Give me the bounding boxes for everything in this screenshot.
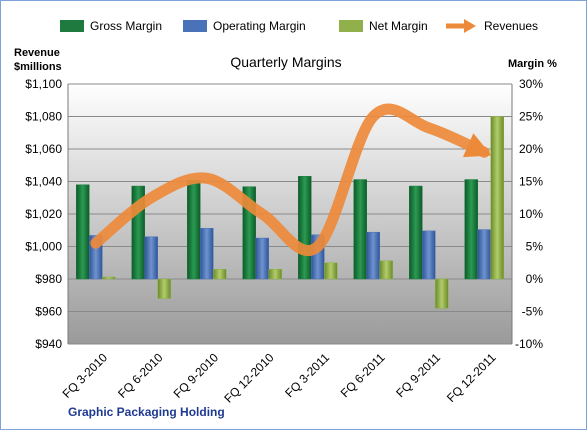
left-tick-label: $1,060 (25, 142, 62, 156)
left-axis-label-line1: Revenue (14, 47, 60, 59)
net-margin-bar (102, 276, 116, 280)
left-axis-ticks: $1,100 $1,080 $1,060 $1,040 $1,020 $1,000 $980… (25, 77, 62, 351)
legend-swatch-revenues (446, 19, 476, 33)
right-tick-label: 25% (519, 110, 543, 124)
gross-margin-bar (298, 176, 312, 280)
net-margin-bar (268, 269, 282, 280)
net-margin-bar (490, 116, 504, 280)
legend-swatch-net-margin (339, 20, 363, 32)
gross-margin-bar (353, 179, 367, 280)
left-tick-label: $1,040 (25, 175, 62, 189)
right-tick-label: 10% (519, 207, 543, 221)
legend-label-net-margin: Net Margin (369, 19, 428, 33)
legend-label-gross-margin: Gross Margin (90, 19, 162, 33)
gross-margin-bar (187, 179, 201, 280)
chart-title: Quarterly Margins (230, 54, 341, 70)
left-tick-label: $940 (35, 337, 62, 351)
legend-swatch-operating-margin (183, 20, 207, 32)
left-tick-label: $960 (35, 305, 62, 319)
gross-margin-bar (464, 179, 478, 280)
right-tick-label: 15% (519, 175, 543, 189)
operating-margin-bar (422, 230, 436, 280)
left-axis-label-line2: $millions (14, 61, 62, 73)
legend-swatch-gross-margin (60, 20, 84, 32)
right-tick-label: 0% (526, 272, 544, 286)
operating-margin-bar (477, 229, 491, 280)
right-axis-label: Margin % (508, 58, 557, 70)
revenue-arrowhead (462, 133, 492, 158)
revenue-line (90, 103, 490, 256)
company-name: Graphic Packaging Holding (68, 405, 225, 419)
right-tick-label: -10% (515, 337, 543, 351)
right-tick-label: 20% (519, 142, 543, 156)
operating-margin-bar (200, 228, 214, 280)
net-margin-bar (324, 262, 338, 280)
net-margin-bar (435, 278, 449, 309)
operating-margin-bar (144, 236, 158, 280)
gross-margin-bar (76, 184, 90, 280)
operating-margin-bar (255, 237, 269, 280)
gross-margin-bar (409, 185, 423, 280)
left-tick-label: $1,100 (25, 77, 62, 91)
revenue-line-layer (90, 103, 492, 256)
bars-layer (76, 116, 504, 309)
left-tick-label: $1,000 (25, 240, 62, 254)
left-tick-label: $1,080 (25, 110, 62, 124)
right-tick-label: -5% (522, 305, 544, 319)
legend: Gross Margin Operating Margin Net Margin… (60, 19, 538, 33)
right-axis-ticks: 30% 25% 20% 15% 10% 5% 0% -5% -10% (515, 77, 543, 351)
right-tick-label: 30% (519, 77, 543, 91)
left-tick-label: $980 (35, 272, 62, 286)
net-margin-bar (379, 260, 393, 280)
operating-margin-bar (366, 231, 380, 280)
legend-label-operating-margin: Operating Margin (213, 19, 306, 33)
net-margin-bar (213, 269, 227, 280)
left-tick-label: $1,020 (25, 207, 62, 221)
right-tick-label: 5% (526, 240, 544, 254)
legend-label-revenues: Revenues (484, 19, 538, 33)
net-margin-bar (157, 278, 171, 299)
